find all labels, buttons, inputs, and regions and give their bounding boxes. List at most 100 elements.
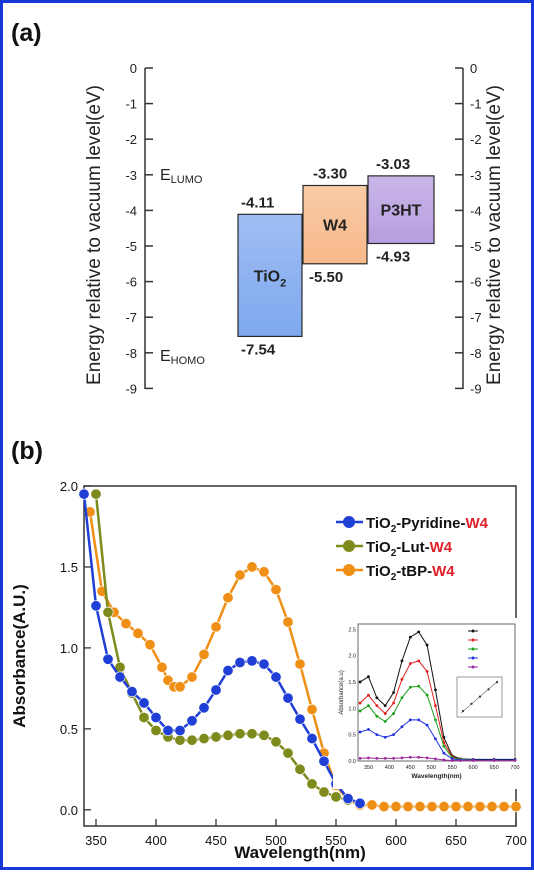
inset-y-tick-label: 2.5 <box>348 627 356 633</box>
series-line <box>82 493 361 805</box>
energy-ticks: 0 -1 -2 -3 -4 -5 -6 -7 -8 -9 0 -1 -2 -3 -4 -5 -6 -7 -8 -9 <box>125 61 481 396</box>
series-point <box>198 702 210 714</box>
y-axis-label: Absorbance(A.U.) <box>10 584 29 728</box>
y-tick-label: 2.0 <box>60 479 78 494</box>
inset-x-tick-label: 450 <box>406 765 415 771</box>
inset-frame <box>357 623 516 762</box>
energy-bars: TiO2 -4.11 -7.54 W4 -3.30 -5.50 P3HT -3.03 -4.93 <box>237 156 435 358</box>
inset-calibration-point <box>495 681 499 684</box>
inset-series-point <box>425 723 429 727</box>
series-point <box>156 661 168 673</box>
series-point <box>306 733 318 745</box>
series-point <box>294 713 306 725</box>
inset-x-tick-label: 500 <box>427 765 436 771</box>
left-tick-label: -3 <box>125 168 137 183</box>
series-point <box>174 724 186 736</box>
x-tick-label: 650 <box>445 833 467 848</box>
right-tick-label: -9 <box>470 381 482 396</box>
series-point <box>90 488 102 500</box>
inset-calibration-point <box>478 695 482 698</box>
inset-y-tick-label: 0.0 <box>348 759 356 765</box>
series-point <box>258 729 270 741</box>
inset-series-point <box>442 758 446 762</box>
inset-series-point <box>367 727 370 731</box>
left-tick-label: -4 <box>125 203 137 218</box>
inset-series-point <box>367 704 370 708</box>
bar-material-label: P3HT <box>381 203 422 220</box>
inset-series-point <box>408 662 412 665</box>
inset-x-tick-label: 700 <box>510 765 519 771</box>
right-tick-label: -7 <box>470 310 482 325</box>
inset-series-point <box>358 756 362 760</box>
series-point <box>138 697 150 709</box>
inset-series-point <box>450 759 454 762</box>
inset-series-point <box>408 755 412 759</box>
right-tick-label: -5 <box>470 239 482 254</box>
inset-series-line <box>359 631 515 760</box>
inset-y-tick-label: 1.5 <box>348 680 356 686</box>
y-tick-label: 1.0 <box>60 641 78 656</box>
inset-legend-marker <box>471 656 475 660</box>
series-point <box>174 681 186 693</box>
inset-series-point <box>375 714 379 718</box>
homo-label: EHOMO <box>160 348 205 367</box>
series-point <box>318 786 330 798</box>
series-point <box>144 639 156 651</box>
inset-series-point <box>358 680 362 684</box>
series-point <box>210 621 222 633</box>
inset-series-point <box>417 630 421 634</box>
figure-svg: (a) Energy relative to vacuum level(eV) … <box>10 19 527 862</box>
inset-series-point <box>442 751 446 755</box>
inset-series-point <box>392 701 395 705</box>
series-point <box>210 731 222 743</box>
x-tick-label: 700 <box>505 833 527 848</box>
series-point <box>450 801 462 813</box>
series-point <box>234 656 246 668</box>
series-point <box>174 734 186 746</box>
series-point <box>306 703 318 715</box>
inset-series-point <box>383 712 387 715</box>
y-tick-label: 1.5 <box>60 560 78 575</box>
inset-series-point <box>417 684 421 688</box>
legend-entry: TiO2-Pyridine-W4 <box>366 515 489 535</box>
inset-series-point <box>375 696 379 700</box>
series-point <box>234 569 246 581</box>
series-point <box>270 736 282 748</box>
series-point <box>294 763 306 775</box>
series-point <box>246 728 258 740</box>
series-point <box>402 801 414 813</box>
series-point <box>486 801 498 813</box>
inset-series-point <box>358 730 362 734</box>
series-point <box>222 592 234 604</box>
absorbance-axes: 350 400 450 500 550 600 650 700 0.0 0.5 1.0 1.5 2.0 <box>60 479 527 848</box>
legend-entry: TiO2-tBP-W4 <box>366 563 455 583</box>
inset-y-tick-label: 1.0 <box>348 706 356 712</box>
series-point <box>438 801 450 813</box>
inset-series-point <box>434 718 437 722</box>
inset-y-tick-label: 0.5 <box>348 733 356 739</box>
series-point <box>426 801 438 813</box>
legend: TiO2-Pyridine-W4 TiO2-Lut-W4 TiO2-tBP-W4 <box>336 515 489 583</box>
series-point <box>342 792 354 804</box>
inset-series-point <box>367 675 370 679</box>
series-point <box>132 627 144 639</box>
series-point <box>186 734 198 746</box>
inset-series-point <box>434 688 437 692</box>
series-point <box>78 488 90 500</box>
right-tick-label: -8 <box>470 346 482 361</box>
inset-x-tick-label: 600 <box>469 765 478 771</box>
right-y-axis-label: Energy relative to vacuum level(eV) <box>484 85 505 385</box>
energy-bar <box>367 175 435 245</box>
inset-series-point <box>425 693 429 697</box>
y-tick-label: 0.0 <box>60 803 78 818</box>
inset-series-point <box>392 691 395 694</box>
right-tick-label: -1 <box>470 97 482 112</box>
series-line <box>94 493 349 802</box>
inset-series-point <box>417 718 421 722</box>
inset-chart: 350 400 450 500 550 600 650 700 0.0 0.5 1.0 1.5 2.0 2… <box>333 618 520 789</box>
series-point <box>270 584 282 596</box>
inset-y-tick-label: 2.0 <box>348 654 356 660</box>
bar-material-label: W4 <box>323 218 347 235</box>
inset-series-point <box>383 704 387 708</box>
